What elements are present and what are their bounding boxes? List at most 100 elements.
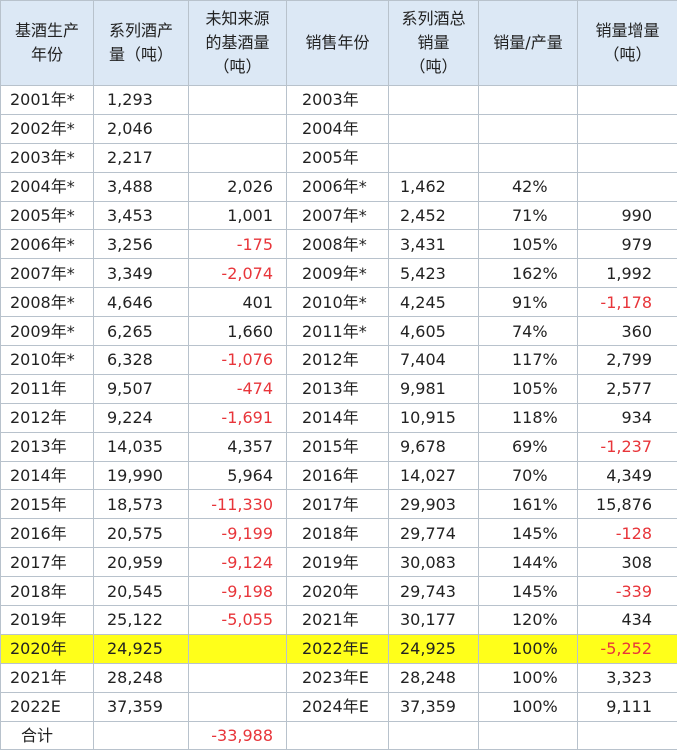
cell-output: 3,488	[94, 172, 189, 201]
cell-unknown	[189, 692, 287, 721]
header-text-segment: （吨）	[603, 45, 651, 64]
cell-output: 28,248	[94, 663, 189, 692]
cell-output: 3,349	[94, 259, 189, 288]
header-text-segment: 基酒生产	[15, 21, 79, 40]
cell-increase: 3,323	[578, 663, 677, 692]
cell-ratio: 105%	[479, 230, 578, 259]
cell-increase: -339	[578, 577, 677, 606]
cell-prod-year: 2015年	[1, 490, 94, 519]
header-text-segment: 系列酒总	[401, 9, 465, 28]
cell-unknown: -11,330	[189, 490, 287, 519]
cell-unknown	[189, 143, 287, 172]
cell-unknown: -474	[189, 374, 287, 403]
cell-prod-year: 2001年*	[1, 86, 94, 115]
cell-output: 37,359	[94, 692, 189, 721]
cell-increase: 2,799	[578, 346, 677, 375]
cell-unknown	[189, 114, 287, 143]
header-text-segment: 销售年份	[305, 33, 369, 52]
cell-increase: -1,237	[578, 432, 677, 461]
cell-sale-year: 2019年	[287, 548, 389, 577]
cell-unknown: 401	[189, 288, 287, 317]
cell-unknown	[189, 86, 287, 115]
header-sale-year: 销售年份	[287, 1, 389, 86]
cell-increase: -5,252	[578, 634, 677, 663]
cell-output	[94, 721, 189, 750]
cell-ratio	[479, 143, 578, 172]
cell-sale-year: 2014年	[287, 403, 389, 432]
cell-prod-year: 2009年*	[1, 317, 94, 346]
header-text-segment: （吨）	[213, 57, 261, 76]
header-output: 系列酒产量（吨）	[94, 1, 189, 86]
cell-prod-year: 2010年*	[1, 346, 94, 375]
cell-sales: 4,245	[389, 288, 479, 317]
cell-ratio	[479, 86, 578, 115]
header-text-segment: 系列酒产	[109, 21, 173, 40]
header-text-segment: 量（吨）	[109, 45, 173, 64]
cell-ratio: 100%	[479, 692, 578, 721]
cell-increase: -128	[578, 519, 677, 548]
cell-sale-year: 2018年	[287, 519, 389, 548]
header-increase: 销量增量 （吨）	[578, 1, 677, 86]
cell-increase: 2,577	[578, 374, 677, 403]
cell-increase: 360	[578, 317, 677, 346]
cell-sales: 14,027	[389, 461, 479, 490]
cell-prod-year: 2007年*	[1, 259, 94, 288]
cell-increase	[578, 172, 677, 201]
cell-increase: 308	[578, 548, 677, 577]
cell-ratio	[479, 721, 578, 750]
cell-increase: -1,178	[578, 288, 677, 317]
cell-output: 2,046	[94, 114, 189, 143]
cell-prod-year: 2020年	[1, 634, 94, 663]
cell-increase: 934	[578, 403, 677, 432]
cell-prod-year: 2004年*	[1, 172, 94, 201]
header-prod-year: 基酒生产年份	[1, 1, 94, 86]
cell-output: 19,990	[94, 461, 189, 490]
cell-output: 4,646	[94, 288, 189, 317]
cell-prod-year: 2022E	[1, 692, 94, 721]
cell-ratio: 71%	[479, 201, 578, 230]
cell-prod-year: 2012年	[1, 403, 94, 432]
cell-sales: 37,359	[389, 692, 479, 721]
cell-sale-year: 2004年	[287, 114, 389, 143]
cell-ratio: 69%	[479, 432, 578, 461]
cell-sales: 7,404	[389, 346, 479, 375]
cell-prod-year: 2011年	[1, 374, 94, 403]
header-text-segment: 销量增量	[595, 21, 659, 40]
cell-output: 20,545	[94, 577, 189, 606]
cell-increase: 9,111	[578, 692, 677, 721]
cell-increase: 979	[578, 230, 677, 259]
cell-unknown: -5,055	[189, 606, 287, 635]
header-ratio: 销量/产量	[479, 1, 578, 86]
cell-unknown: -9,199	[189, 519, 287, 548]
cell-ratio: 162%	[479, 259, 578, 288]
cell-sales: 24,925	[389, 634, 479, 663]
cell-ratio: 117%	[479, 346, 578, 375]
cell-sales: 30,083	[389, 548, 479, 577]
cell-output: 20,575	[94, 519, 189, 548]
cell-prod-year: 2008年*	[1, 288, 94, 317]
cell-output: 20,959	[94, 548, 189, 577]
cell-unknown: 1,660	[189, 317, 287, 346]
header-text-segment: 的基酒量	[205, 33, 269, 52]
cell-output: 6,328	[94, 346, 189, 375]
cell-ratio: 91%	[479, 288, 578, 317]
cell-unknown: -175	[189, 230, 287, 259]
cell-prod-year: 2005年*	[1, 201, 94, 230]
header-text-segment: 销量	[417, 33, 449, 52]
cell-ratio: 120%	[479, 606, 578, 635]
cell-unknown: -9,124	[189, 548, 287, 577]
header-text-segment: 销量/产量	[493, 33, 562, 52]
